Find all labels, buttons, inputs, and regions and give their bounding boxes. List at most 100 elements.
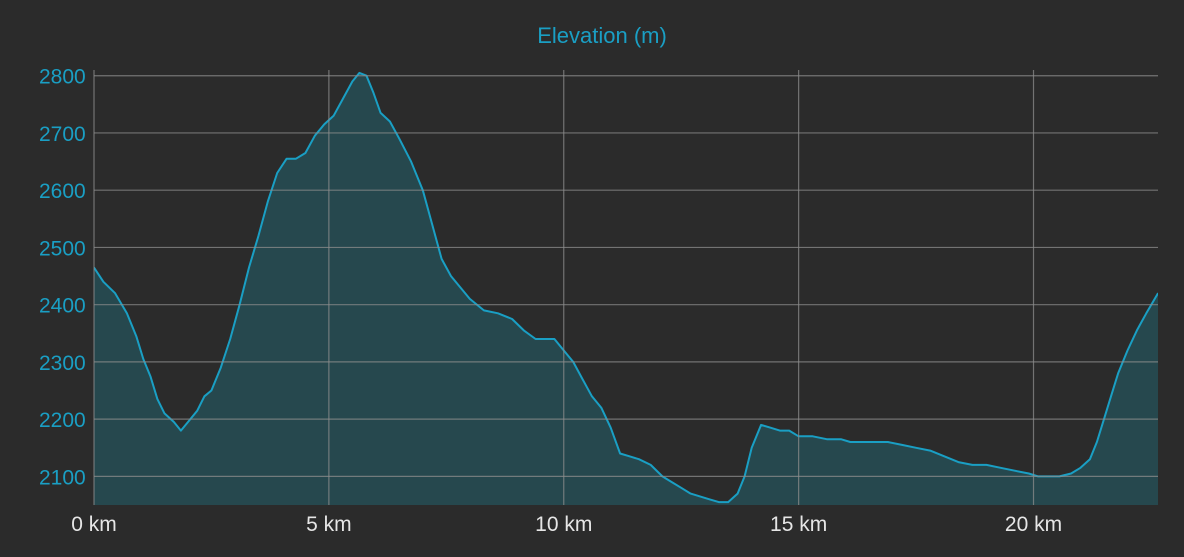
elevation-point <box>718 501 720 503</box>
elevation-point <box>1000 467 1002 469</box>
elevation-point <box>957 461 960 463</box>
elevation-point <box>483 309 485 311</box>
elevation-point <box>671 481 673 483</box>
elevation-point <box>431 223 433 226</box>
elevation-point <box>760 424 762 426</box>
elevation-point <box>497 312 499 314</box>
elevation-point <box>163 412 166 414</box>
elevation-point <box>915 447 917 449</box>
elevation-point <box>180 430 182 432</box>
elevation-point <box>126 312 128 314</box>
y-tick-label: 2800 <box>39 66 86 89</box>
elevation-point <box>619 452 621 455</box>
elevation-point <box>1136 329 1138 331</box>
x-tick-label: 5 km <box>306 513 352 536</box>
elevation-point <box>628 455 631 457</box>
elevation-point <box>196 410 198 412</box>
elevation-point <box>1096 441 1098 443</box>
elevation-area <box>94 72 1158 505</box>
elevation-point <box>523 329 525 331</box>
x-tick-label: 20 km <box>1005 513 1062 536</box>
elevation-point <box>650 464 652 466</box>
plot-area <box>94 71 1158 505</box>
elevation-point <box>333 115 335 117</box>
elevation-point <box>680 487 682 489</box>
elevation-point <box>187 421 189 423</box>
y-tick-label: 2600 <box>39 180 86 203</box>
elevation-point <box>849 441 851 443</box>
x-tick-label: 0 km <box>71 513 117 536</box>
elevation-point <box>1089 458 1091 460</box>
elevation-point <box>248 266 250 269</box>
y-tick-label: 2200 <box>39 409 86 432</box>
elevation-point <box>314 135 316 137</box>
elevation-point <box>1110 395 1112 397</box>
elevation-point <box>210 389 212 392</box>
elevation-point <box>441 258 443 260</box>
elevation-point <box>1117 372 1119 374</box>
elevation-point <box>544 338 546 340</box>
elevation-point <box>1014 470 1016 472</box>
elevation-point <box>511 318 513 320</box>
elevation-point <box>887 441 889 443</box>
y-tick-label: 2400 <box>39 295 86 318</box>
elevation-point <box>135 335 137 337</box>
elevation-point <box>751 447 753 449</box>
elevation-point <box>342 98 344 100</box>
elevation-point <box>1079 467 1082 469</box>
elevation-point <box>203 395 205 397</box>
elevation-point <box>727 501 729 503</box>
elevation-point <box>372 92 375 94</box>
elevation-point <box>737 493 739 495</box>
elevation-point <box>358 72 360 74</box>
elevation-point <box>351 80 353 82</box>
elevation-point <box>1028 472 1030 475</box>
elevation-point <box>553 338 556 340</box>
elevation-point <box>323 123 325 125</box>
axis-labels: 2100 2200 2300 2400 2500 2600 2700 2800 0 km 5 km… <box>39 66 1062 536</box>
elevation-point <box>581 378 584 380</box>
y-tick-label: 2100 <box>39 466 86 489</box>
x-tick-label: 15 km <box>770 513 827 536</box>
elevation-point <box>173 421 175 423</box>
elevation-point <box>1157 292 1158 294</box>
y-tick-label: 2300 <box>39 352 86 375</box>
elevation-point <box>276 172 278 174</box>
elevation-point <box>142 358 144 360</box>
elevation-point <box>295 158 297 160</box>
elevation-point <box>1070 472 1072 475</box>
elevation-point <box>610 427 612 429</box>
elevation-point <box>929 450 931 452</box>
elevation-point <box>267 201 269 203</box>
elevation-point <box>971 464 974 466</box>
elevation-point <box>812 435 814 437</box>
elevation-point <box>102 281 104 283</box>
elevation-point <box>769 427 772 429</box>
elevation-point <box>699 495 701 497</box>
elevation-point <box>826 438 828 440</box>
elevation-point <box>229 338 231 340</box>
elevation-point <box>985 464 988 466</box>
elevation-point <box>638 458 640 460</box>
y-tick-label: 2700 <box>39 123 86 146</box>
elevation-point <box>469 298 471 300</box>
elevation-point <box>459 286 461 289</box>
elevation-point <box>690 493 692 495</box>
chart-title: Elevation (m) <box>537 23 667 48</box>
y-tick-label: 2500 <box>39 237 86 260</box>
elevation-point <box>304 152 306 154</box>
elevation-point <box>779 430 781 432</box>
elevation-point <box>788 430 790 432</box>
elevation-point <box>591 395 593 397</box>
elevation-point <box>943 455 945 457</box>
elevation-point <box>901 444 903 446</box>
elevation-point <box>114 292 116 294</box>
elevation-point <box>380 112 382 114</box>
elevation-point <box>535 338 537 340</box>
grid-lines <box>93 70 1158 505</box>
elevation-point <box>1145 312 1147 314</box>
elevation-point <box>398 138 400 140</box>
elevation-point <box>149 375 151 377</box>
